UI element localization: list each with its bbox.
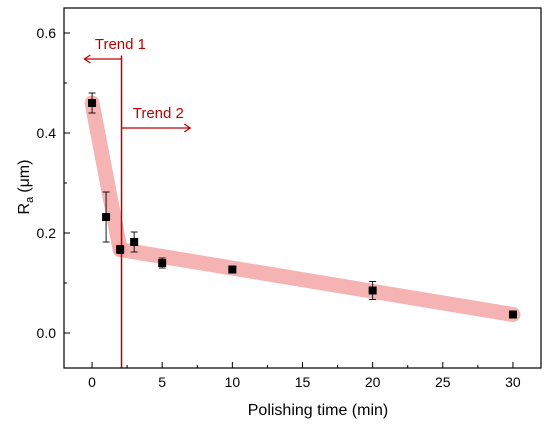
x-tick-label: 10	[225, 374, 241, 390]
x-tick-label: 25	[435, 374, 451, 390]
data-point	[102, 213, 111, 221]
trend-2-arrowhead	[183, 123, 192, 133]
data-point	[158, 259, 167, 267]
y-axis-ticks: 0.0 0.2 0.4 0.6	[37, 25, 70, 341]
y-tick-label: 0.4	[37, 125, 57, 141]
y-tick-label: 0.2	[37, 225, 57, 241]
trend-1-arrowhead	[83, 54, 91, 64]
data-point	[228, 265, 237, 274]
data-point	[368, 286, 377, 295]
x-axis-ticks: 0 5 10 15 20 25 30	[88, 362, 521, 390]
y-axis-label: Ra (μm)	[16, 160, 36, 215]
x-tick-label: 20	[365, 374, 381, 390]
x-tick-label: 5	[158, 374, 166, 390]
y-tick-label: 0.6	[37, 25, 57, 41]
data-markers	[88, 99, 517, 319]
trend-band-1	[84, 95, 128, 257]
y-axis-label-main: R	[16, 203, 33, 215]
x-tick-label: 0	[88, 374, 96, 390]
trend-1-label: Trend 1	[95, 36, 146, 53]
data-point	[508, 310, 517, 319]
y-axis-label-sub: a	[24, 196, 36, 203]
data-point	[88, 99, 97, 107]
data-point	[130, 238, 139, 246]
trend-annotations: Trend 1 Trend 2	[83, 36, 192, 133]
y-axis-label-unit: (μm)	[16, 160, 33, 193]
y-tick-label: 0.0	[37, 325, 57, 341]
x-axis-label: Polishing time (min)	[248, 402, 388, 419]
trend-band-2	[112, 242, 521, 322]
x-tick-label: 15	[295, 374, 311, 390]
trend-2-label: Trend 2	[133, 105, 184, 122]
trend-bands	[84, 95, 521, 322]
data-point	[116, 245, 125, 254]
x-tick-label: 30	[505, 374, 521, 390]
